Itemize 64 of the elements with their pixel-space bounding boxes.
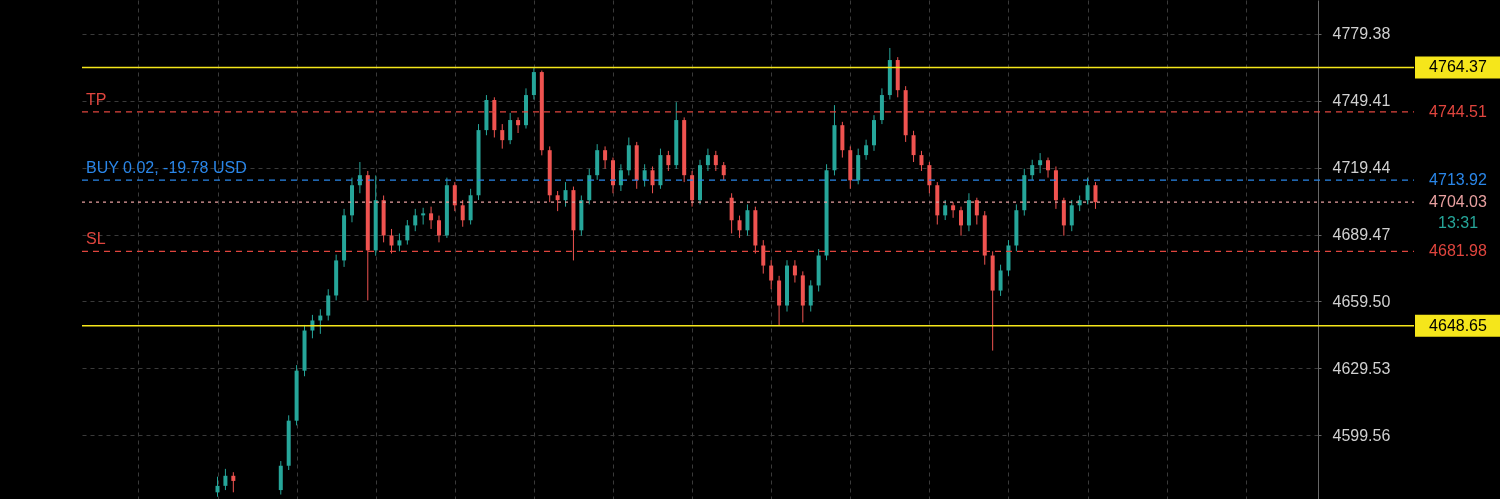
- text: 13:31: [1437, 214, 1479, 232]
- candlestick: [516, 116, 521, 134]
- candlestick: [737, 215, 742, 239]
- annotation: SL: [86, 230, 106, 248]
- y-tick-label: 4779.38: [1332, 25, 1391, 43]
- candlestick: [792, 259, 797, 284]
- candlestick: [1046, 157, 1051, 179]
- candlestick: [413, 208, 418, 232]
- candlestick: [729, 192, 734, 234]
- ref-line-label: 4704.03: [1429, 193, 1488, 211]
- y-tick-label: 4629.53: [1332, 359, 1391, 377]
- candlestick: [864, 139, 869, 161]
- candlestick: [1069, 199, 1074, 232]
- candlestick: [1085, 177, 1090, 205]
- y-tick-label: 4659.50: [1332, 293, 1391, 310]
- ref-line-label: 4648.65: [1429, 316, 1488, 334]
- ref-line-label: 4713.92: [1429, 171, 1488, 189]
- candlestick: [618, 163, 623, 192]
- candlestick: [531, 67, 536, 101]
- ref-line-label: 4764.37: [1429, 58, 1488, 76]
- candlestick: [745, 203, 750, 237]
- y-tick-label: 4689.47: [1332, 226, 1391, 244]
- candlestick: [911, 130, 916, 163]
- candlestick: [959, 206, 964, 237]
- candlestick: [500, 123, 505, 150]
- candlestick: [405, 219, 410, 246]
- annotation: BUY 0.02, -19.78 USD: [86, 159, 247, 177]
- candlestick: [460, 199, 465, 228]
- annotation: TP: [86, 90, 107, 108]
- candlestick: [951, 201, 956, 219]
- candlestick: [705, 148, 710, 172]
- y-tick-label: 4749.41: [1332, 92, 1391, 110]
- candlestick: [223, 468, 228, 491]
- candlestick: [642, 163, 647, 188]
- y-tick-label: 4599.56: [1332, 426, 1391, 444]
- candlestick: [974, 197, 979, 226]
- candlestick: [650, 165, 655, 194]
- candlestick: [389, 228, 394, 255]
- y-tick-label: 4719.44: [1332, 159, 1391, 177]
- candlestick: [761, 239, 766, 275]
- candlestick: [436, 215, 441, 243]
- candlestick: [452, 181, 457, 212]
- candlestick: [943, 199, 948, 221]
- candlestick: [713, 150, 718, 172]
- candlestick: [603, 145, 608, 170]
- candlestick: [310, 314, 315, 339]
- candlestick: [215, 476, 220, 498]
- candlestick: [429, 206, 434, 230]
- candlestick: [927, 161, 932, 194]
- candlestick: [326, 288, 331, 321]
- candlestick: [1030, 159, 1035, 181]
- candlestick: [998, 264, 1003, 297]
- candlestick: [563, 181, 568, 208]
- candlestick: [919, 150, 924, 172]
- candlestick: [555, 190, 560, 212]
- candlestick: [1038, 152, 1043, 174]
- ref-line-label: 4681.98: [1429, 242, 1488, 260]
- candlestick: [231, 471, 236, 493]
- candlestick: [508, 112, 513, 145]
- candlestick: [808, 279, 813, 313]
- candlestick: [1093, 181, 1098, 210]
- candlestick: [769, 259, 774, 290]
- candlestick: [666, 150, 671, 172]
- ref-line-label: 4744.51: [1429, 102, 1488, 120]
